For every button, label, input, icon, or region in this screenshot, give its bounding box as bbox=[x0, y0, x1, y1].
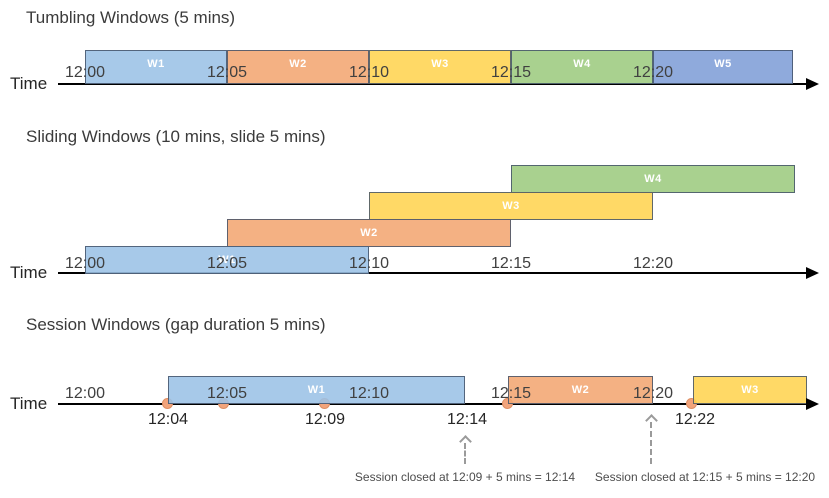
tumbling-window-w2-label: W2 bbox=[289, 58, 307, 70]
session-window-w2: W2 bbox=[508, 376, 653, 404]
tumbling-window-w3: W3 bbox=[369, 50, 511, 84]
sliding-window-w3: W3 bbox=[369, 192, 653, 220]
session-time-axis-label: Time bbox=[10, 394, 48, 413]
tumbling-tick-1200: 12:00 bbox=[64, 64, 106, 81]
session-tick-1200: 12:00 bbox=[64, 385, 106, 402]
tumbling-window-w3-label: W3 bbox=[431, 58, 449, 70]
sliding-time-axis-label: Time bbox=[10, 263, 48, 282]
tumbling-section-title: Tumbling Windows (5 mins) bbox=[26, 8, 236, 27]
tumbling-time-axis bbox=[58, 83, 808, 85]
event-label-1209: 12:09 bbox=[304, 411, 346, 428]
sliding-tick-1200: 12:00 bbox=[64, 255, 106, 272]
event-label-1222: 12:22 bbox=[674, 411, 716, 428]
sliding-tick-1210: 12:10 bbox=[348, 255, 390, 272]
tumbling-window-w1-label: W1 bbox=[147, 58, 165, 70]
tumbling-axis-arrow-icon bbox=[806, 78, 819, 90]
sliding-time-axis bbox=[58, 272, 808, 274]
tumbling-window-w4-label: W4 bbox=[573, 58, 591, 70]
sliding-tick-1205: 12:05 bbox=[206, 255, 248, 272]
sliding-tick-1215: 12:15 bbox=[490, 255, 532, 272]
sliding-tick-1220: 12:20 bbox=[632, 255, 674, 272]
sliding-window-w4-label: W4 bbox=[644, 173, 662, 185]
tumbling-tick-1205: 12:05 bbox=[206, 64, 248, 81]
sliding-window-w1: W1 bbox=[85, 246, 369, 274]
sliding-window-w1-label: W1 bbox=[218, 254, 236, 266]
dashed-arrow-line-left bbox=[464, 443, 466, 464]
sliding-window-w4: W4 bbox=[511, 165, 795, 193]
event-label-1204: 12:04 bbox=[147, 411, 189, 428]
tumbling-tick-1215: 12:15 bbox=[490, 64, 532, 81]
session-tick-1215: 12:15 bbox=[490, 385, 532, 402]
session-window-w1: W1 bbox=[168, 376, 465, 404]
session-closed-annotation-1: Session closed at 12:09 + 5 mins = 12:14 bbox=[354, 470, 576, 484]
session-closed-annotation-2: Session closed at 12:15 + 5 mins = 12:20 bbox=[594, 470, 816, 484]
session-axis-arrow-icon bbox=[806, 398, 819, 410]
tumbling-window-w2: W2 bbox=[227, 50, 369, 84]
session-window-w3: W3 bbox=[693, 376, 807, 404]
dashed-arrow-line-right bbox=[650, 422, 652, 464]
tumbling-time-axis-label: Time bbox=[10, 74, 48, 93]
session-window-w3-label: W3 bbox=[741, 384, 759, 396]
tumbling-window-w5: W5 bbox=[653, 50, 793, 84]
sliding-axis-arrow-icon bbox=[806, 267, 819, 279]
session-time-axis bbox=[58, 403, 808, 405]
tumbling-window-w5-label: W5 bbox=[714, 58, 732, 70]
session-tick-1220: 12:20 bbox=[632, 385, 674, 402]
tumbling-tick-1210: 12:10 bbox=[348, 64, 390, 81]
sliding-window-w3-label: W3 bbox=[502, 200, 520, 212]
sliding-section-title: Sliding Windows (10 mins, slide 5 mins) bbox=[26, 127, 326, 146]
session-window-w2-label: W2 bbox=[571, 384, 590, 396]
sliding-window-w2-label: W2 bbox=[360, 227, 378, 239]
session-window-w1-label: W1 bbox=[307, 384, 326, 396]
session-tick-1210: 12:10 bbox=[348, 385, 390, 402]
tumbling-tick-1220: 12:20 bbox=[632, 64, 674, 81]
tumbling-window-w4: W4 bbox=[511, 50, 653, 84]
tumbling-window-w1: W1 bbox=[85, 50, 227, 84]
sliding-window-w2: W2 bbox=[227, 219, 511, 247]
session-section-title: Session Windows (gap duration 5 mins) bbox=[26, 315, 326, 334]
event-label-1214: 12:14 bbox=[446, 411, 488, 428]
session-tick-1205: 12:05 bbox=[206, 385, 248, 402]
